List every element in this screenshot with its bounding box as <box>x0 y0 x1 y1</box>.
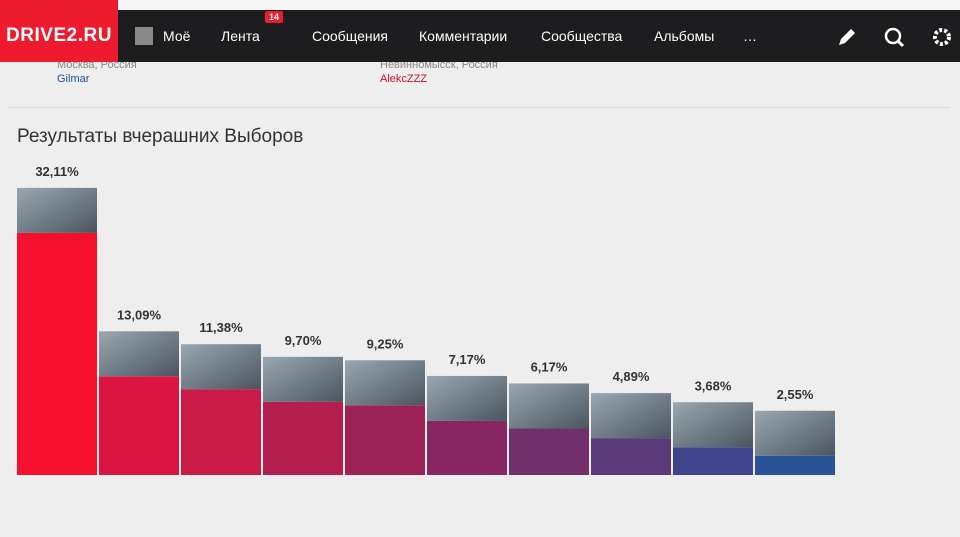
bar-image <box>427 375 507 421</box>
post-location: Невинномысск, Россия <box>380 59 498 71</box>
separator <box>8 107 950 108</box>
bar <box>673 447 753 475</box>
bar <box>591 438 671 475</box>
bar <box>17 232 97 475</box>
bar-image <box>181 344 261 390</box>
chart-title: Результаты вчерашних Выборов <box>17 126 304 147</box>
value-label: 9,25% <box>367 336 404 351</box>
nav-item[interactable]: Комментарии <box>419 28 508 44</box>
bar-image <box>263 356 343 402</box>
bar-image <box>591 393 671 439</box>
value-label: 11,38% <box>199 320 243 335</box>
post-author[interactable]: AlekcZZZ <box>380 73 428 85</box>
value-label: 3,68% <box>695 378 732 393</box>
bar-image <box>755 410 835 456</box>
value-label: 9,70% <box>285 333 322 348</box>
bar-image <box>673 402 753 448</box>
value-label: 6,17% <box>531 359 568 374</box>
bar <box>263 401 343 475</box>
bar-image <box>99 331 179 377</box>
avatar[interactable] <box>135 27 153 45</box>
browser-strip <box>0 0 960 10</box>
post: Москва, Россия Gilmar <box>57 58 137 86</box>
value-label: 32,11% <box>35 164 79 179</box>
value-label: 7,17% <box>449 352 486 367</box>
logo[interactable]: DRIVE2.RU <box>0 0 118 62</box>
bar <box>755 455 835 475</box>
nav-item[interactable]: Сообщения <box>312 28 388 44</box>
nav-item[interactable]: Моё <box>163 28 191 44</box>
bar <box>509 428 589 475</box>
value-label: 2,55% <box>777 387 814 402</box>
bar-image <box>17 187 97 233</box>
nav-item[interactable]: Сообщества <box>541 28 623 44</box>
bar <box>427 420 507 475</box>
value-label: 13,09% <box>117 307 162 322</box>
bar <box>345 405 425 475</box>
nav-item[interactable]: Лента <box>221 28 260 44</box>
nav-bar <box>0 10 960 62</box>
bar-image <box>509 383 589 429</box>
badge: 14 <box>265 11 284 23</box>
settings-icon[interactable] <box>933 28 951 46</box>
post: Невинномысск, Россия AlekcZZZ <box>380 58 498 86</box>
nav-icons <box>839 27 951 48</box>
post-author[interactable]: Gilmar <box>57 73 90 85</box>
nav-item[interactable]: Альбомы <box>654 28 715 44</box>
bar-image <box>345 360 425 406</box>
edit-icon[interactable] <box>839 29 855 45</box>
bar <box>99 376 179 475</box>
value-label: 4,89% <box>613 369 650 384</box>
chart: 32,11% 13,09% 11,38% 9,70% 9,25% 7,17% 6,17% 4,… <box>17 164 835 475</box>
search-icon[interactable] <box>884 27 902 45</box>
bar <box>181 389 261 475</box>
post-location: Москва, Россия <box>57 59 137 71</box>
nav-item[interactable]: … <box>743 28 757 44</box>
